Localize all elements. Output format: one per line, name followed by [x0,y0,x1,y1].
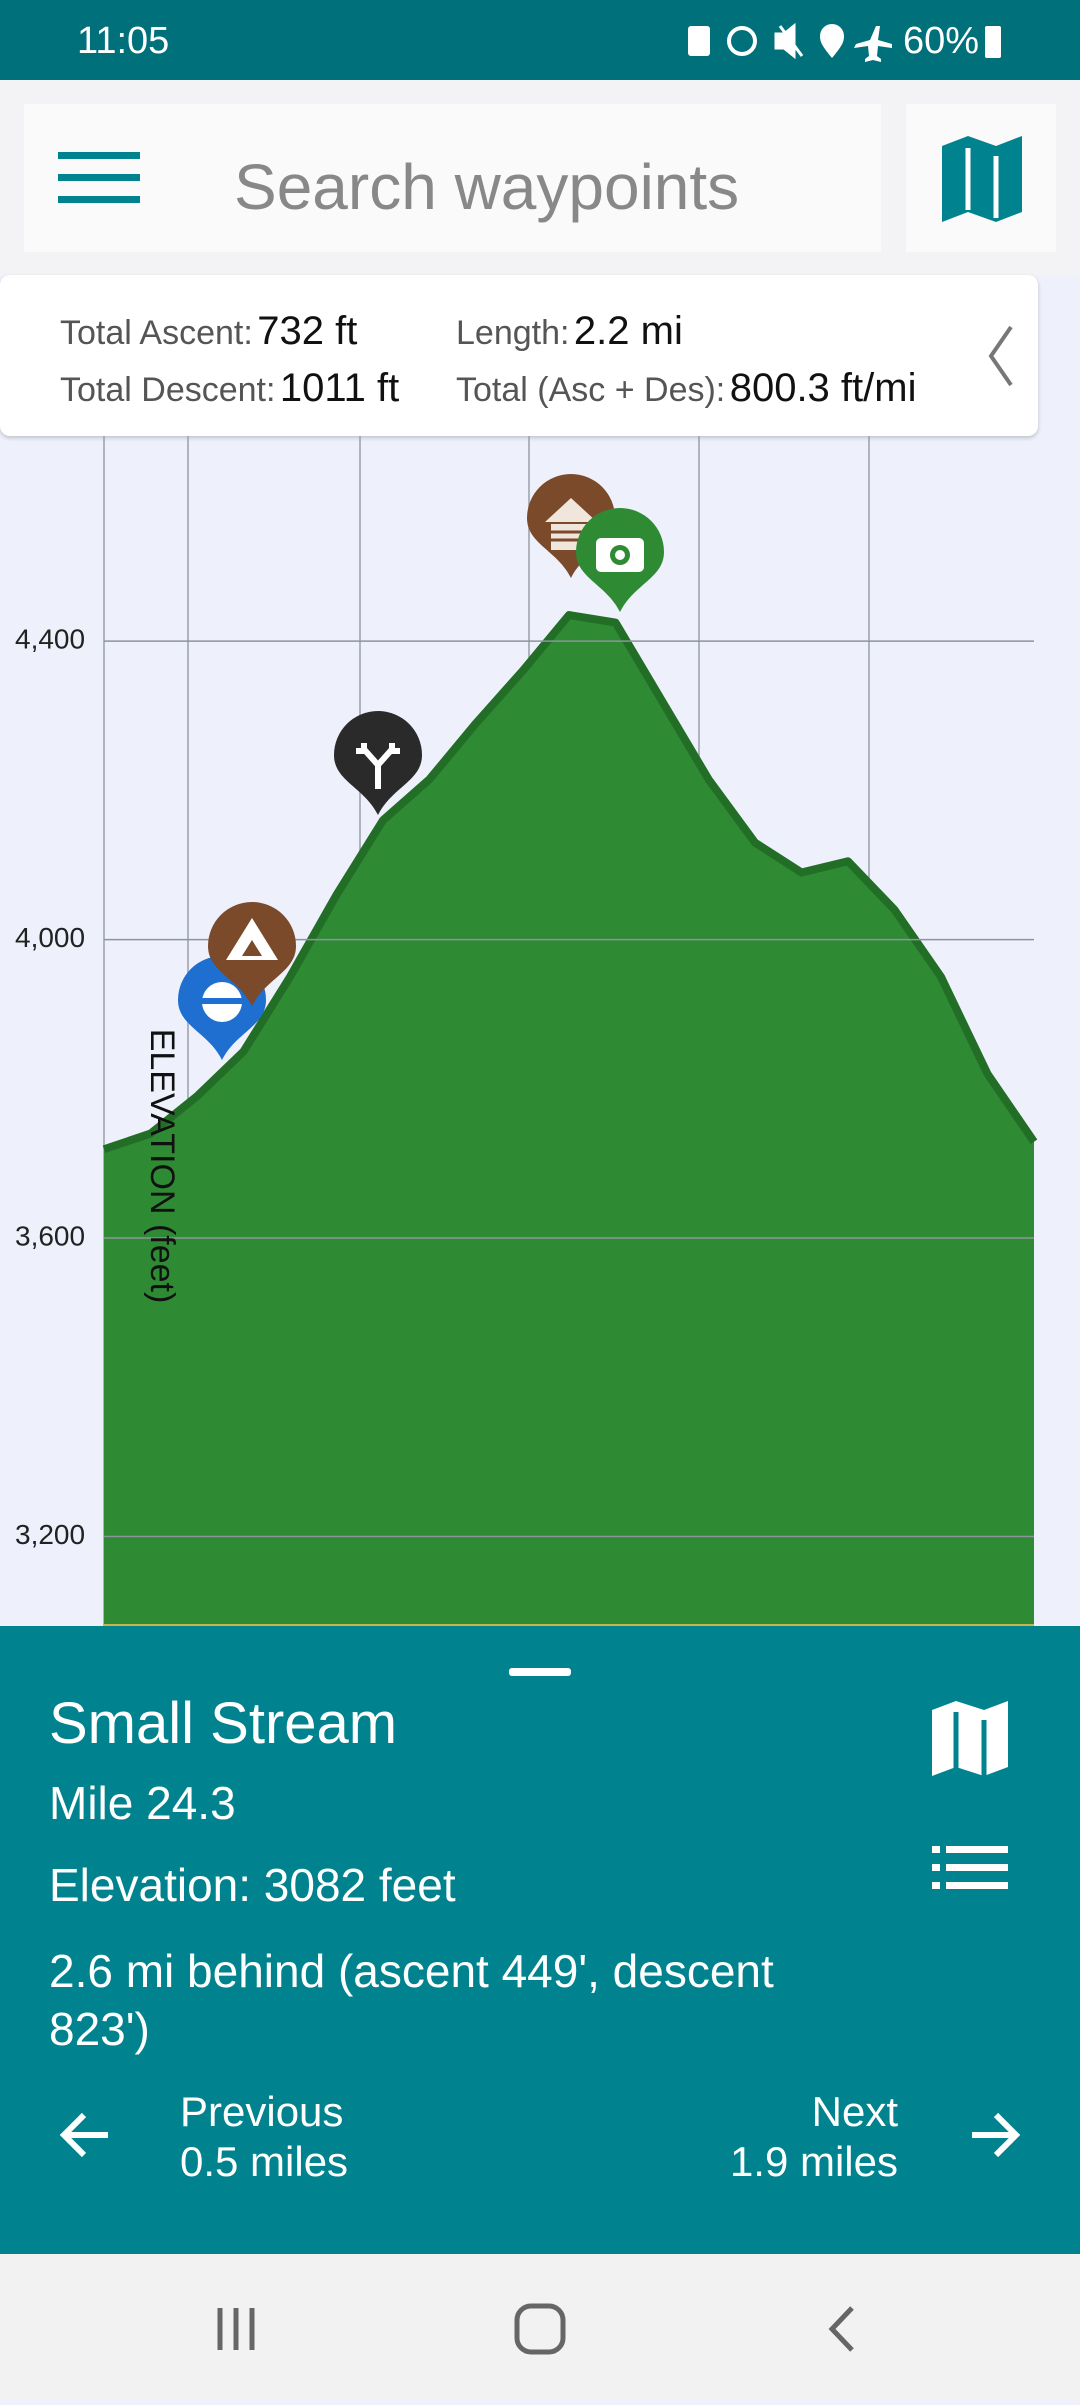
viewpoint-marker[interactable] [576,508,664,612]
battery-text: 60% [903,20,980,62]
drag-handle[interactable] [509,1668,571,1676]
back-button[interactable] [828,2306,854,2352]
y-tick-label: 4,000 [15,922,85,953]
collapse-chevron[interactable] [985,323,1015,389]
waypoint-elevation: Elevation: 3082 feet [49,1859,456,1911]
next-label[interactable]: Next [811,2088,898,2135]
map-icon[interactable] [930,1700,1010,1778]
recents-button[interactable] [217,2308,255,2350]
previous-arrow[interactable] [58,2110,112,2160]
elevation-area [104,615,1034,1626]
stat-label: Total (Asc + Des): [456,371,726,409]
list-icon[interactable] [932,1844,1008,1892]
y-axis-label: ELEVATION (feet) [143,1029,181,1304]
navigation-bar [0,2254,1080,2400]
waypoint-markers [178,474,664,1060]
search-box[interactable]: Search waypoints [24,104,881,252]
stat-label: Total Descent: [60,371,276,409]
campsite-marker[interactable] [208,902,296,1006]
status-icons [688,22,892,62]
stat-value: 800.3 ft/mi [729,366,917,410]
battery-icon [985,26,1001,58]
bottom-sheet: Small Stream Mile 24.3 Elevation: 3082 f… [0,1626,1080,2254]
y-tick-label: 3,200 [15,1519,85,1550]
map-icon [942,136,1022,222]
elevation-chart: 3,200 3,600 4,000 4,400 ELEVATION (feet) [15,436,1038,1626]
waypoint-title: Small Stream [49,1691,398,1756]
y-tick-label: 4,400 [15,624,85,655]
previous-distance[interactable]: 0.5 miles [180,2138,349,2185]
search-placeholder: Search waypoints [234,151,740,223]
nav-buttons [217,2303,854,2355]
junction-marker[interactable] [334,711,422,815]
stats-card: Total Ascent: 732 ft Length: 2.2 mi Tota… [0,275,1038,436]
time: 11:05 [77,20,170,62]
status-bar: 11:05 60% [0,0,1080,80]
elevation-line [102,611,1038,1154]
previous-label[interactable]: Previous [180,2088,344,2135]
next-distance[interactable]: 1.9 miles [729,2138,898,2185]
next-arrow[interactable] [968,2110,1022,2160]
stat-label: Total Ascent: [60,314,253,352]
waypoint-behind: 2.6 mi behind (ascent 449', descent 823'… [49,1945,774,2055]
stat-value: 1011 ft [279,366,400,410]
map-button[interactable] [906,104,1056,252]
y-tick-label: 3,600 [15,1220,85,1251]
home-button[interactable] [514,2303,566,2355]
waypoint-mile: Mile 24.3 [49,1777,236,1829]
stat-value: 2.2 mi [573,309,683,353]
stat-value: 732 ft [257,309,358,353]
stat-label: Length: [456,314,570,352]
menu-icon[interactable] [58,148,140,208]
